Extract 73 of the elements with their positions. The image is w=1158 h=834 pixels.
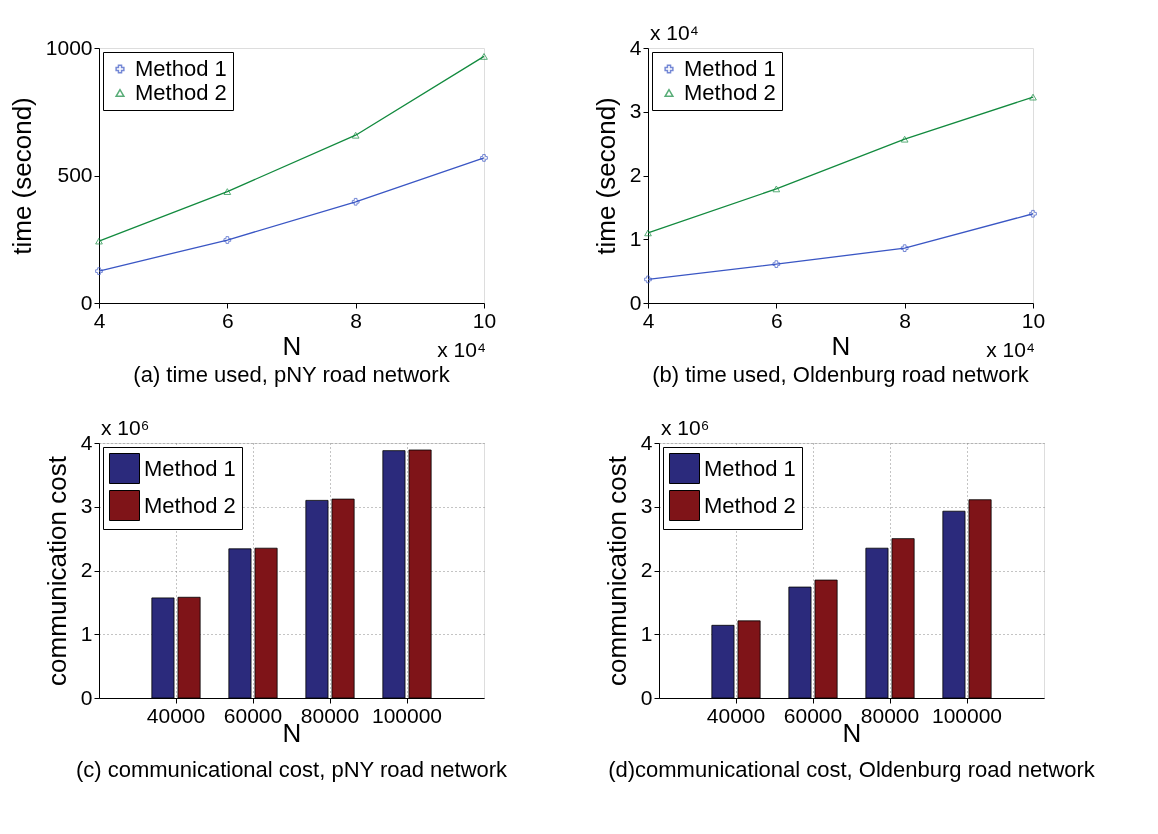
- y-axis-title: time (second): [590, 97, 621, 255]
- point: [1029, 93, 1037, 101]
- x-tick-label: 40000: [706, 703, 766, 727]
- y-tick-label: 4: [629, 35, 642, 59]
- point: [1029, 209, 1037, 218]
- legend-label: Method 1: [144, 455, 236, 481]
- point: [900, 244, 909, 253]
- y-tick-label: 500: [57, 163, 93, 186]
- legend-label: Method 2: [144, 492, 236, 518]
- point: [772, 185, 781, 193]
- x-tick-label: 8: [350, 308, 363, 332]
- text: (d)communicational cost, Oldenburg road network: [608, 757, 1096, 782]
- point: [644, 229, 652, 237]
- legend-label: Method 2: [684, 80, 776, 105]
- legend-label: Method 1: [684, 56, 776, 81]
- x-tick-label: 6: [221, 308, 234, 332]
- y-tick-label: 1: [80, 621, 93, 645]
- x-axis-title: N: [831, 330, 851, 361]
- text: x 10⁶: [101, 416, 150, 439]
- y-axis-title: communication cost: [601, 455, 632, 686]
- x-tick-label: 10: [472, 308, 497, 332]
- x-tick-label: 100000: [371, 703, 443, 727]
- point: [351, 131, 360, 139]
- y-axis-title: communication cost: [41, 455, 72, 686]
- point: [95, 267, 103, 275]
- text: (b) time used, Oldenburg road network: [652, 362, 1030, 387]
- text: (c) communicational cost, pNY road network: [75, 757, 509, 782]
- x-tick-label: 80000: [860, 703, 920, 727]
- point: [772, 260, 781, 268]
- point: [900, 135, 909, 143]
- point: [351, 197, 360, 206]
- y-tick-label: 0: [629, 290, 642, 314]
- y-tick-label: 0: [80, 290, 93, 314]
- y-tick-label: 2: [640, 558, 653, 581]
- point: [644, 275, 652, 284]
- point: [95, 237, 103, 245]
- x-axis-title: N: [842, 717, 862, 748]
- y-tick-label: 0: [640, 685, 653, 709]
- x-tick-label: 10: [1021, 308, 1046, 332]
- x-tick-label: 8: [899, 308, 912, 332]
- text: (a) time used, pNY road network: [133, 362, 451, 387]
- legend-label: Method 2: [704, 492, 796, 518]
- x-axis-title: N: [282, 717, 302, 748]
- x-tick-label: 80000: [300, 703, 360, 727]
- y-tick-label: 2: [80, 558, 93, 581]
- y-tick-label: 3: [629, 99, 642, 123]
- x-tick-label: 60000: [783, 703, 843, 727]
- y-tick-label: 1: [640, 621, 653, 645]
- legend-label: Method 1: [135, 56, 227, 81]
- y-tick-label: 1000: [45, 35, 93, 59]
- y-tick-label: 2: [629, 163, 642, 186]
- x-axis-title: N: [282, 330, 302, 361]
- legend-label: Method 1: [704, 455, 796, 481]
- y-tick-label: 1: [629, 226, 642, 250]
- x-tick-label: 100000: [931, 703, 1003, 727]
- y-tick-label: 0: [80, 685, 93, 709]
- point: [480, 154, 488, 162]
- text: x 10⁴: [437, 338, 486, 361]
- y-tick-label: 3: [640, 494, 653, 518]
- text: x 10⁴: [986, 338, 1035, 361]
- text: x 10⁶: [661, 416, 710, 439]
- y-tick-label: 3: [80, 494, 93, 518]
- point: [223, 236, 232, 244]
- text: x 10⁴: [650, 21, 699, 44]
- x-tick-label: 6: [770, 308, 783, 332]
- legend-label: Method 2: [135, 80, 227, 105]
- y-tick-label: 4: [640, 430, 653, 454]
- x-tick-label: 60000: [223, 703, 283, 727]
- y-tick-label: 4: [80, 430, 93, 454]
- x-tick-label: 40000: [146, 703, 206, 727]
- point: [223, 188, 232, 195]
- point: [480, 53, 488, 60]
- y-axis-title: time (second): [6, 97, 37, 255]
